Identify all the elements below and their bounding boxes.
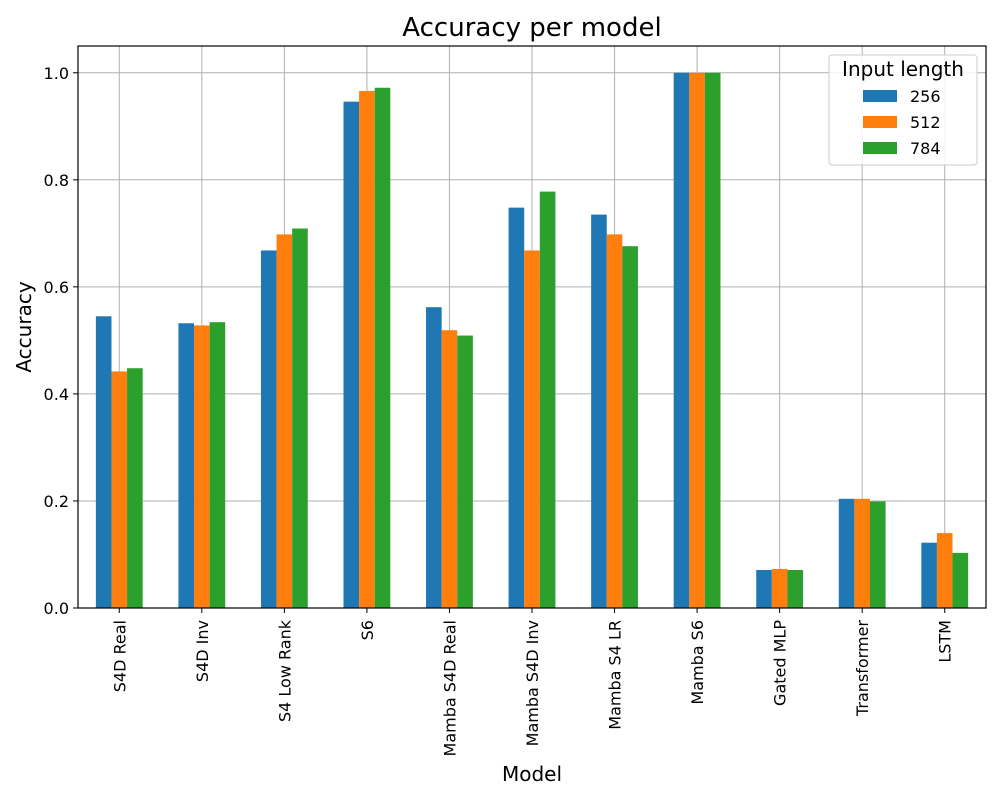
bar xyxy=(457,335,473,608)
bar xyxy=(591,214,607,608)
bar xyxy=(292,228,308,609)
y-tick-label: 1.0 xyxy=(44,64,69,83)
bars-layer xyxy=(95,72,969,609)
y-tick-label: 0.0 xyxy=(44,599,69,618)
bar xyxy=(787,569,804,608)
bar xyxy=(426,307,442,608)
x-tick-label: LSTM xyxy=(936,620,955,663)
bar xyxy=(936,533,953,608)
bar xyxy=(673,72,690,608)
legend-title: Input length xyxy=(842,57,964,81)
legend-swatch xyxy=(863,90,897,102)
x-tick-label: Gated MLP xyxy=(771,620,790,706)
x-tick-label: S4D Inv xyxy=(193,620,212,682)
legend-swatch xyxy=(863,116,897,128)
x-tick-label: Mamba S4D Real xyxy=(440,620,459,756)
bar xyxy=(111,371,128,608)
bar xyxy=(606,234,623,608)
bar xyxy=(689,72,705,608)
x-tick-label: Mamba S4 LR xyxy=(606,620,625,730)
bar xyxy=(95,316,112,608)
bar xyxy=(260,250,277,609)
bar xyxy=(209,322,226,608)
bar xyxy=(359,90,375,608)
bar xyxy=(508,207,525,608)
legend: Input length 256 512 784 xyxy=(828,54,978,166)
bar xyxy=(441,330,458,608)
x-tick-label: Mamba S6 xyxy=(688,620,707,705)
bar xyxy=(276,234,293,608)
bar xyxy=(374,87,391,608)
x-tick-label: Mamba S4D Inv xyxy=(523,620,542,746)
legend-box xyxy=(828,54,978,166)
bar xyxy=(952,552,969,608)
bar xyxy=(704,72,721,608)
bar xyxy=(854,498,870,608)
x-axis-label: Model xyxy=(502,762,562,786)
bar xyxy=(869,501,886,608)
bar xyxy=(622,246,638,608)
x-tick-label: S4 Low Rank xyxy=(275,619,294,722)
bar xyxy=(771,568,788,608)
legend-entry: 784 xyxy=(910,139,941,158)
bar xyxy=(838,498,855,608)
chart-title: Accuracy per model xyxy=(402,13,661,43)
x-tick-label: S4D Real xyxy=(110,620,129,692)
y-tick-label: 0.4 xyxy=(44,385,69,404)
bar xyxy=(127,368,143,608)
legend-entry: 256 xyxy=(910,87,941,106)
bar xyxy=(194,325,210,608)
y-tick-label: 0.8 xyxy=(44,171,69,190)
legend-swatch xyxy=(863,142,897,154)
bar xyxy=(343,101,360,608)
legend-entry: 512 xyxy=(910,113,941,132)
x-tick-label: Transformer xyxy=(853,620,872,717)
axes-layer: 0.0 0.2 0.4 0.6 0.8 1.0 S4D Real S4D Inv S4 Low … xyxy=(44,45,987,756)
bar xyxy=(539,191,556,608)
bar xyxy=(524,250,540,609)
bar xyxy=(178,323,195,608)
plot-frame xyxy=(77,45,987,609)
y-axis-label: Accuracy xyxy=(12,281,36,372)
bar xyxy=(756,569,772,608)
bar xyxy=(921,542,937,608)
x-tick-label: S6 xyxy=(358,620,377,640)
y-tick-label: 0.6 xyxy=(44,278,69,297)
y-tick-label: 0.2 xyxy=(44,492,69,511)
